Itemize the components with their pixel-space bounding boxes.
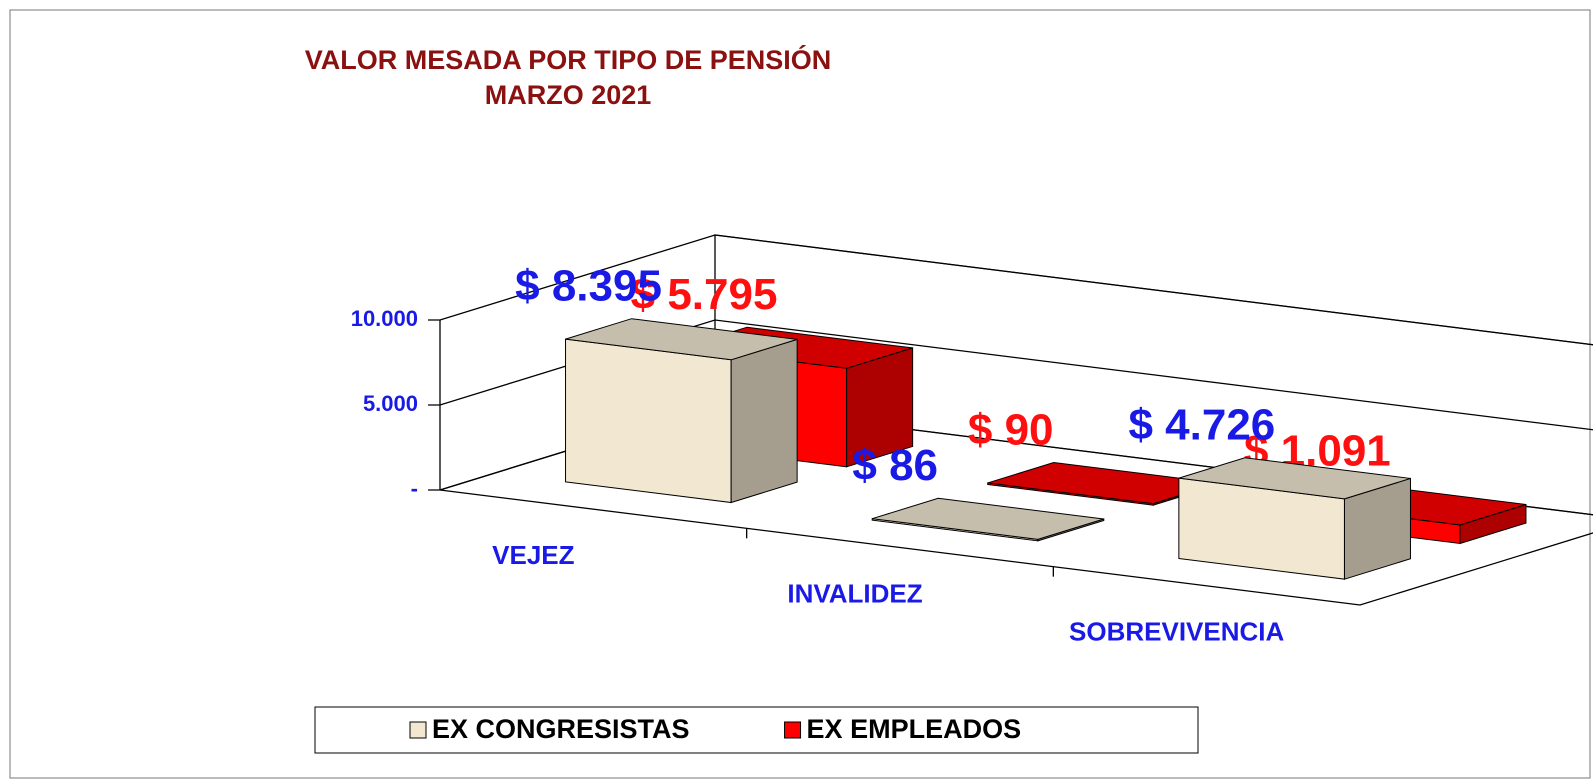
bar-front xyxy=(565,338,732,504)
x-tick-label: SOBREVIVENCIA xyxy=(1069,617,1284,647)
y-tick-label: 10.000 xyxy=(351,306,418,331)
value-label: $ 4.726 xyxy=(1128,401,1275,450)
value-label: $ 5.795 xyxy=(631,270,778,319)
bar-top xyxy=(565,318,798,361)
legend-label: EX CONGRESISTAS xyxy=(432,714,690,744)
chart-title: VALOR MESADA POR TIPO DE PENSIÓN xyxy=(305,44,832,75)
legend-swatch xyxy=(409,721,427,739)
x-tick-label: INVALIDEZ xyxy=(787,578,922,608)
y-tick-label: 5.000 xyxy=(363,391,418,416)
value-label: $ 86 xyxy=(852,441,938,490)
bar xyxy=(1178,457,1411,580)
y-tick-label: - xyxy=(411,476,418,501)
grid-line xyxy=(428,234,1593,346)
value-label: $ 90 xyxy=(968,405,1054,454)
legend-label: EX EMPLEADOS xyxy=(807,714,1022,744)
bar-top xyxy=(1178,457,1411,500)
legend-swatch xyxy=(784,721,802,739)
bar-side xyxy=(730,338,798,504)
bar xyxy=(565,318,798,504)
legend-box xyxy=(314,706,1199,754)
chart-subtitle: MARZO 2021 xyxy=(485,80,652,110)
bar xyxy=(871,497,1105,542)
bar-top xyxy=(872,497,1104,540)
x-tick-label: VEJEZ xyxy=(492,540,574,570)
value-label: $ 8.395 xyxy=(515,262,662,311)
